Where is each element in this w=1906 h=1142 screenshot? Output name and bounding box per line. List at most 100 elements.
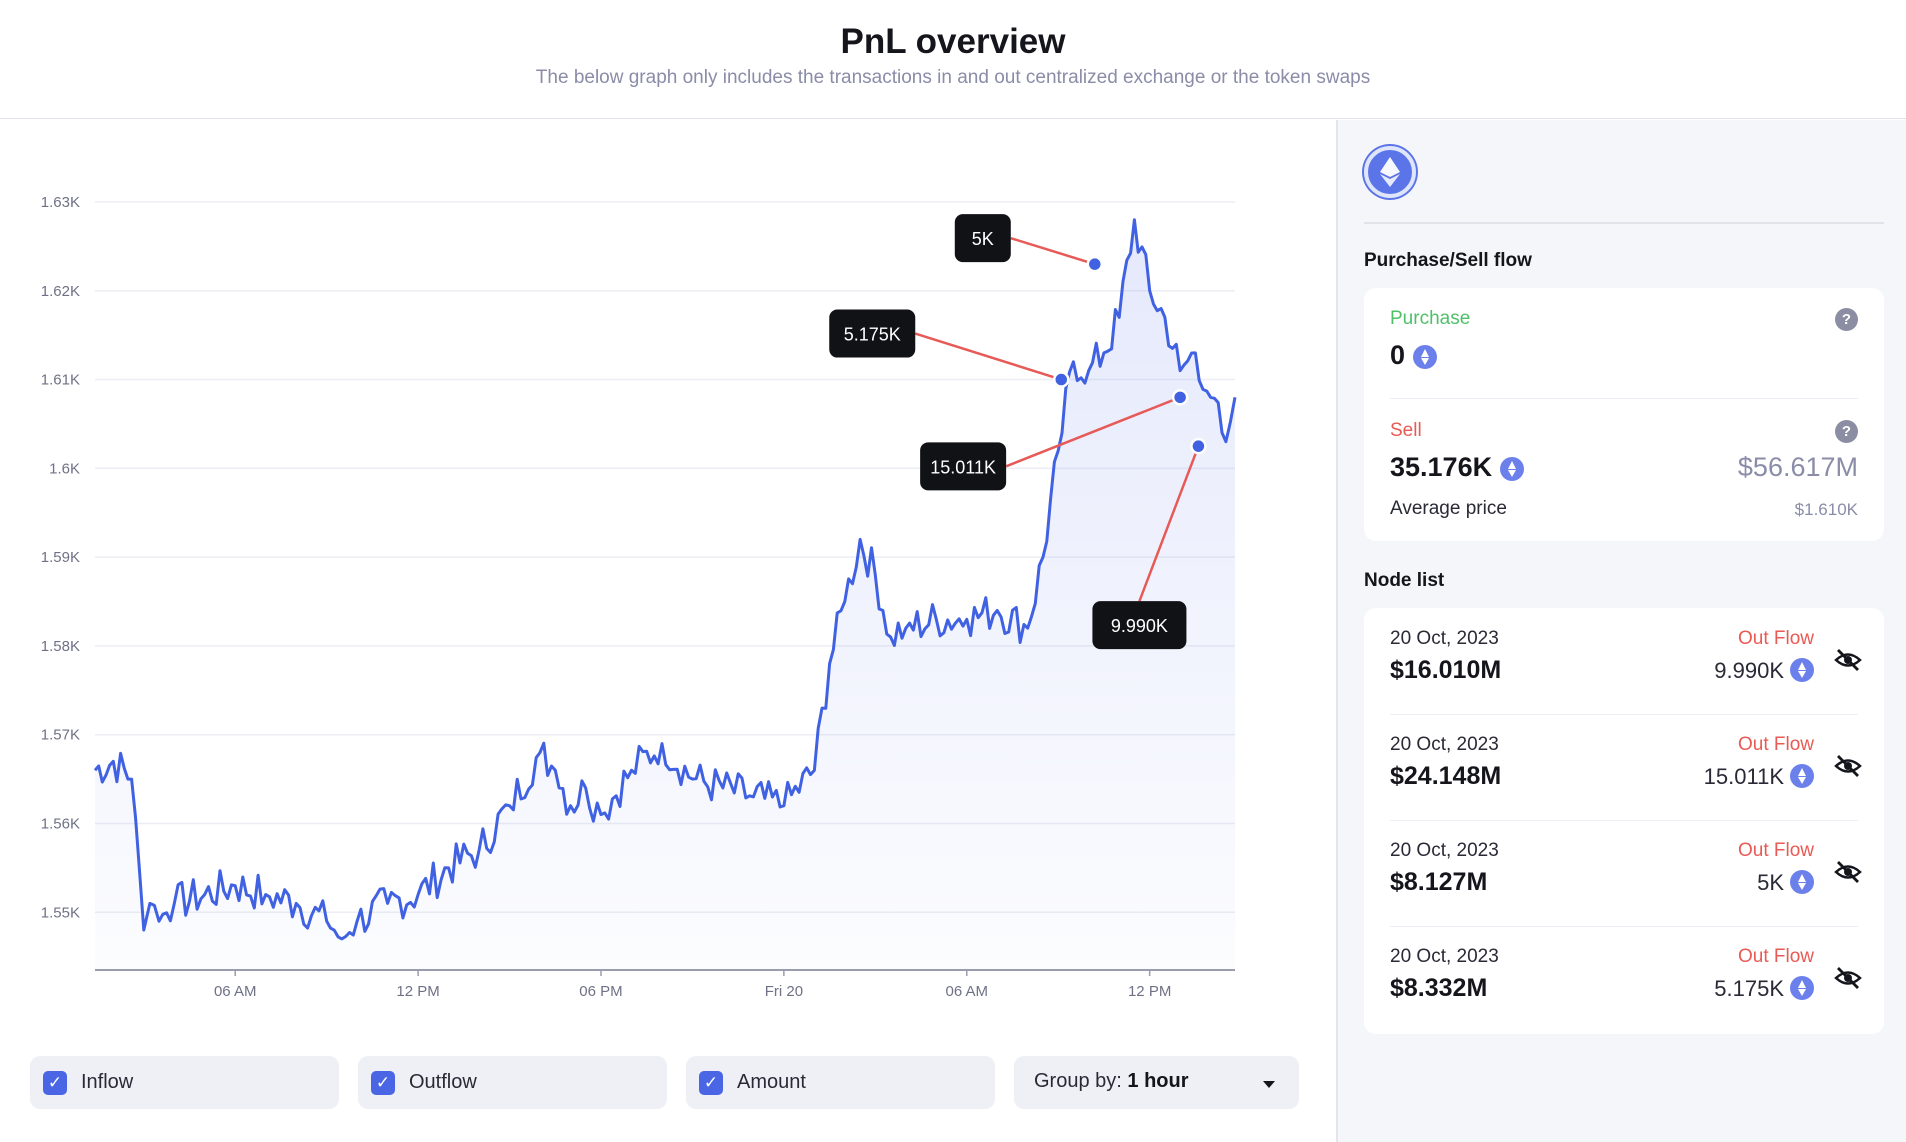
node-amount-value: 9.990K (1714, 658, 1784, 683)
y-tick-label: 1.62K (41, 283, 80, 300)
ethereum-icon (1412, 344, 1437, 369)
annotation-marker (1171, 389, 1189, 406)
y-tick-label: 1.6K (49, 460, 80, 477)
y-tick-label: 1.57K (41, 727, 80, 744)
eye-off-icon[interactable] (1834, 860, 1862, 884)
annotation-label: 5.175K (844, 325, 901, 345)
outflow-toggle[interactable]: ✓ Outflow (358, 1056, 667, 1109)
purchase-label: Purchase (1390, 308, 1471, 329)
y-tick-label: 1.58K (41, 638, 80, 655)
ethereum-icon (1790, 976, 1814, 1001)
eye-off-icon[interactable] (1834, 648, 1862, 672)
annotation-box (954, 214, 1011, 263)
eye-off-icon[interactable] (1834, 966, 1862, 990)
node-amount: 5K (1757, 870, 1814, 896)
sidebar-divider (1364, 222, 1884, 224)
row-divider (1390, 714, 1858, 715)
node-value: $24.148M (1390, 762, 1502, 790)
node-amount: 5.175K (1714, 976, 1814, 1002)
node-value: $16.010M (1390, 656, 1502, 684)
sell-amount: 35.176K (1390, 452, 1524, 483)
node-flow-type: Out Flow (1737, 734, 1814, 755)
node-date: 20 Oct, 2023 (1390, 628, 1499, 649)
x-tick-label: 12 PM (396, 983, 439, 1000)
group-by-label: Group by: (1034, 1070, 1122, 1092)
purchase-amount: 0 (1390, 340, 1437, 371)
group-by-select[interactable]: Group by: 1 hour (1014, 1056, 1299, 1109)
node-value: $8.332M (1390, 974, 1488, 1002)
ethereum-icon (1790, 658, 1814, 683)
node-list-title: Node list (1364, 570, 1445, 591)
node-date: 20 Oct, 2023 (1390, 734, 1499, 755)
ethereum-icon (1790, 764, 1814, 789)
node-date: 20 Oct, 2023 (1390, 840, 1499, 861)
node-row[interactable]: 20 Oct, 2023 $16.010M Out Flow 9.990K (1364, 608, 1884, 714)
row-divider (1390, 926, 1858, 927)
purchase-help-icon[interactable]: ? (1835, 308, 1858, 331)
chart-line (93, 218, 1237, 941)
flow-card: Purchase ? 0 Sell ? 35.176K $56.617M Ave… (1364, 288, 1884, 541)
x-tick-label: Fri 20 (765, 983, 803, 1000)
y-tick-label: 1.55K (41, 904, 80, 921)
node-amount-value: 15.011K (1703, 764, 1784, 789)
annotation-label: 5K (972, 229, 994, 249)
node-date: 20 Oct, 2023 (1390, 946, 1499, 967)
node-flow-type: Out Flow (1737, 840, 1814, 861)
annotation-connector (1010, 236, 1096, 266)
inflow-toggle[interactable]: ✓ Inflow (30, 1056, 339, 1109)
sell-help-icon[interactable]: ? (1835, 420, 1858, 443)
inflow-checkbox[interactable]: ✓ (43, 1071, 67, 1095)
node-flow-type: Out Flow (1737, 946, 1814, 967)
sell-usd-value: $56.617M (1737, 452, 1858, 482)
y-tick-label: 1.59K (41, 549, 80, 566)
purchase-value: 0 (1390, 340, 1406, 370)
annotation-connector (914, 332, 1062, 381)
pnl-chart: 1.55K 1.56K 1.57K 1.58K 1.59K 1.6K 1.61K 1.62K 1… (41, 194, 1237, 1000)
node-row[interactable]: 20 Oct, 2023 $8.127M Out Flow 5K (1364, 820, 1884, 926)
average-price-value: $1.610K (1794, 500, 1858, 519)
outflow-checkbox[interactable]: ✓ (371, 1071, 395, 1095)
annotation-marker (1053, 371, 1070, 388)
group-by-text: Group by: 1 hour (1034, 1070, 1189, 1093)
node-amount-value: 5K (1757, 870, 1784, 895)
card-divider (1390, 398, 1858, 399)
flow-section-title: Purchase/Sell flow (1364, 250, 1532, 271)
page-title: PnL overview (840, 22, 1066, 61)
annotation-box (1092, 601, 1187, 650)
average-price-label: Average price (1390, 498, 1507, 519)
node-amount: 15.011K (1704, 764, 1814, 790)
node-row[interactable]: 20 Oct, 2023 $8.332M Out Flow 5.175K (1364, 926, 1884, 1032)
page-header: PnL overview The below graph only includ… (0, 0, 1906, 119)
node-list-card: 20 Oct, 2023 $16.010M Out Flow 9.990K 20… (1364, 608, 1884, 1034)
chevron-down-icon (1263, 1081, 1275, 1088)
x-tick-label: 06 AM (214, 983, 257, 1000)
group-by-value: 1 hour (1127, 1070, 1189, 1092)
amount-checkbox[interactable]: ✓ (699, 1071, 723, 1095)
panel-divider (1336, 120, 1338, 1142)
sell-label: Sell (1390, 420, 1422, 441)
node-flow-type: Out Flow (1737, 628, 1814, 649)
annotation-connector (1005, 396, 1181, 468)
sidebar: Purchase/Sell flow Purchase ? 0 Sell ? 3… (1338, 120, 1906, 1142)
node-amount-value: 5.175K (1714, 976, 1784, 1001)
node-value: $8.127M (1390, 868, 1488, 896)
chart-area-fill (95, 219, 1235, 970)
sell-value: 35.176K (1390, 452, 1493, 482)
node-amount: 9.990K (1714, 658, 1814, 684)
inflow-label: Inflow (81, 1071, 134, 1093)
y-tick-label: 1.61K (41, 372, 80, 389)
annotation-box (920, 442, 1007, 491)
amount-label: Amount (737, 1071, 806, 1093)
node-row[interactable]: 20 Oct, 2023 $24.148M Out Flow 15.011K (1364, 714, 1884, 820)
x-tick-label: 06 PM (579, 983, 622, 1000)
annotation-box (829, 309, 916, 358)
amount-toggle[interactable]: ✓ Amount (686, 1056, 995, 1109)
annotation-label: 9.990K (1111, 616, 1168, 636)
eye-off-icon[interactable] (1834, 754, 1862, 778)
outflow-label: Outflow (409, 1071, 477, 1093)
annotation-connector (1138, 445, 1200, 602)
annotation-marker (1086, 255, 1104, 273)
page-subtitle: The below graph only includes the transa… (535, 67, 1371, 88)
row-divider (1390, 820, 1858, 821)
x-tick-label: 12 PM (1128, 983, 1171, 1000)
